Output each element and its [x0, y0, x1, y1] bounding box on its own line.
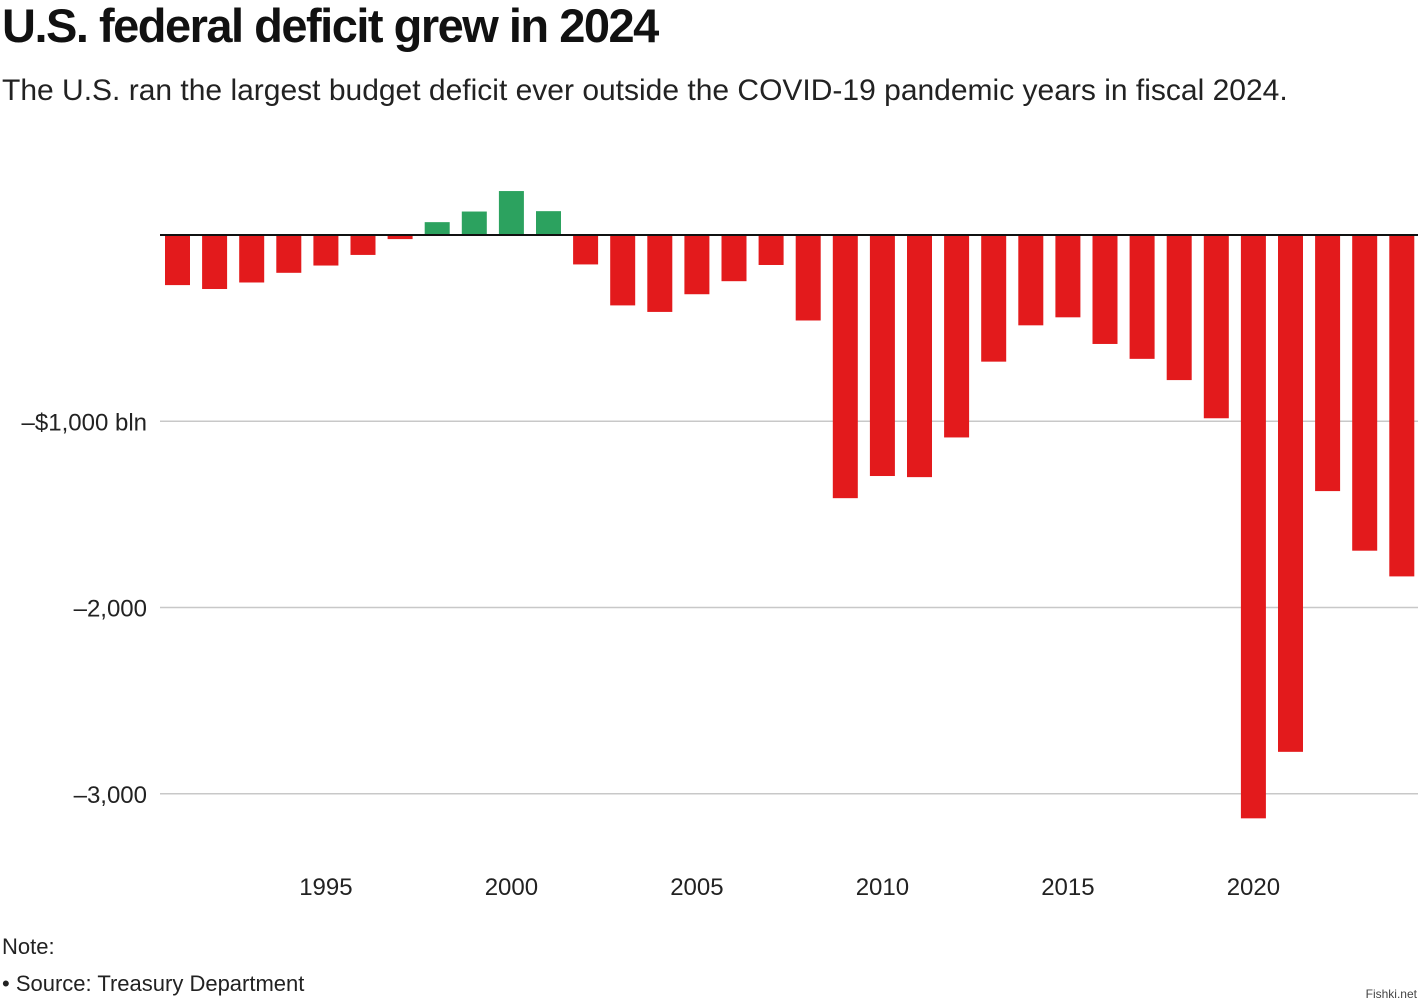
watermark-logo: Fishki.net [1365, 987, 1417, 1001]
bar-1991 [165, 235, 190, 286]
bar-1995 [313, 235, 339, 266]
bar-2009 [832, 235, 858, 499]
bar-2010 [869, 235, 895, 477]
bar-1999 [461, 211, 487, 235]
bar-2020 [1240, 235, 1266, 819]
bar-2008 [795, 235, 821, 321]
bar-2015 [1055, 235, 1081, 318]
chart-title: U.S. federal deficit grew in 2024 [2, 0, 659, 52]
bar-2001 [536, 211, 561, 235]
x-tick-label: 2010 [856, 874, 909, 901]
x-tick-label: 2000 [485, 874, 538, 901]
bar-2011 [907, 235, 932, 478]
x-tick-label: 2005 [670, 874, 723, 901]
y-tick-label: –3,000 [74, 782, 147, 809]
bar-2022 [1315, 235, 1341, 492]
tick-labels: –$1,000 bln –2,000 –3,000 1995 2000 2005 2010 2… [22, 409, 1281, 901]
bar-2014 [1018, 235, 1044, 326]
bar-2000 [498, 191, 524, 235]
footnote-note: Note: [2, 934, 55, 959]
bar-2016 [1092, 235, 1118, 344]
bar-2012 [944, 235, 970, 438]
footnote-source: • Source: Treasury Department [2, 971, 305, 996]
bar-2005 [684, 235, 710, 295]
bar-1993 [239, 235, 265, 283]
bar-2017 [1129, 235, 1155, 359]
bar-2024 [1389, 235, 1415, 577]
x-tick-label: 2015 [1041, 874, 1094, 901]
bar-2021 [1278, 235, 1303, 752]
bar-1992 [202, 235, 228, 290]
bar-2006 [721, 235, 747, 282]
bar-1997 [387, 235, 413, 240]
x-tick-label: 2020 [1227, 874, 1280, 901]
bar-2019 [1203, 235, 1229, 419]
bar-1996 [350, 235, 376, 255]
deficit-bar-chart: –$1,000 bln –2,000 –3,000 1995 2000 2005 2010 2… [22, 191, 1418, 901]
bar-2007 [758, 235, 784, 265]
y-tick-label: –$1,000 bln [22, 409, 147, 436]
bar-2018 [1166, 235, 1192, 381]
bar-1994 [276, 235, 302, 273]
bar-1998 [424, 222, 450, 235]
bar-2013 [981, 235, 1007, 362]
y-tick-label: –2,000 [74, 596, 147, 623]
bars [165, 191, 1415, 819]
bar-2004 [647, 235, 673, 312]
bar-2002 [573, 235, 599, 265]
chart-subtitle: The U.S. ran the largest budget deficit … [2, 74, 1288, 107]
x-tick-label: 1995 [299, 874, 352, 901]
gridlines [160, 420, 1418, 795]
bar-2003 [610, 235, 636, 306]
bar-2023 [1352, 235, 1378, 551]
